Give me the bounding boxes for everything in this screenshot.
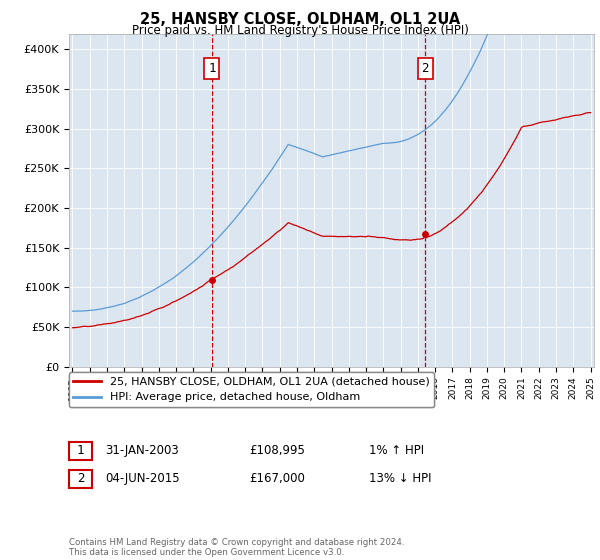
Text: £108,995: £108,995 (249, 444, 305, 458)
Text: 2: 2 (421, 62, 429, 75)
Text: 1: 1 (208, 62, 216, 75)
Text: 2: 2 (77, 472, 84, 486)
Text: 1% ↑ HPI: 1% ↑ HPI (369, 444, 424, 458)
Text: 25, HANSBY CLOSE, OLDHAM, OL1 2UA: 25, HANSBY CLOSE, OLDHAM, OL1 2UA (140, 12, 460, 27)
Text: 31-JAN-2003: 31-JAN-2003 (105, 444, 179, 458)
Text: Contains HM Land Registry data © Crown copyright and database right 2024.
This d: Contains HM Land Registry data © Crown c… (69, 538, 404, 557)
Text: 04-JUN-2015: 04-JUN-2015 (105, 472, 179, 486)
Text: 1: 1 (77, 444, 84, 458)
Text: 13% ↓ HPI: 13% ↓ HPI (369, 472, 431, 486)
Legend: 25, HANSBY CLOSE, OLDHAM, OL1 2UA (detached house), HPI: Average price, detached: 25, HANSBY CLOSE, OLDHAM, OL1 2UA (detac… (69, 372, 434, 407)
Text: £167,000: £167,000 (249, 472, 305, 486)
Text: Price paid vs. HM Land Registry's House Price Index (HPI): Price paid vs. HM Land Registry's House … (131, 24, 469, 36)
